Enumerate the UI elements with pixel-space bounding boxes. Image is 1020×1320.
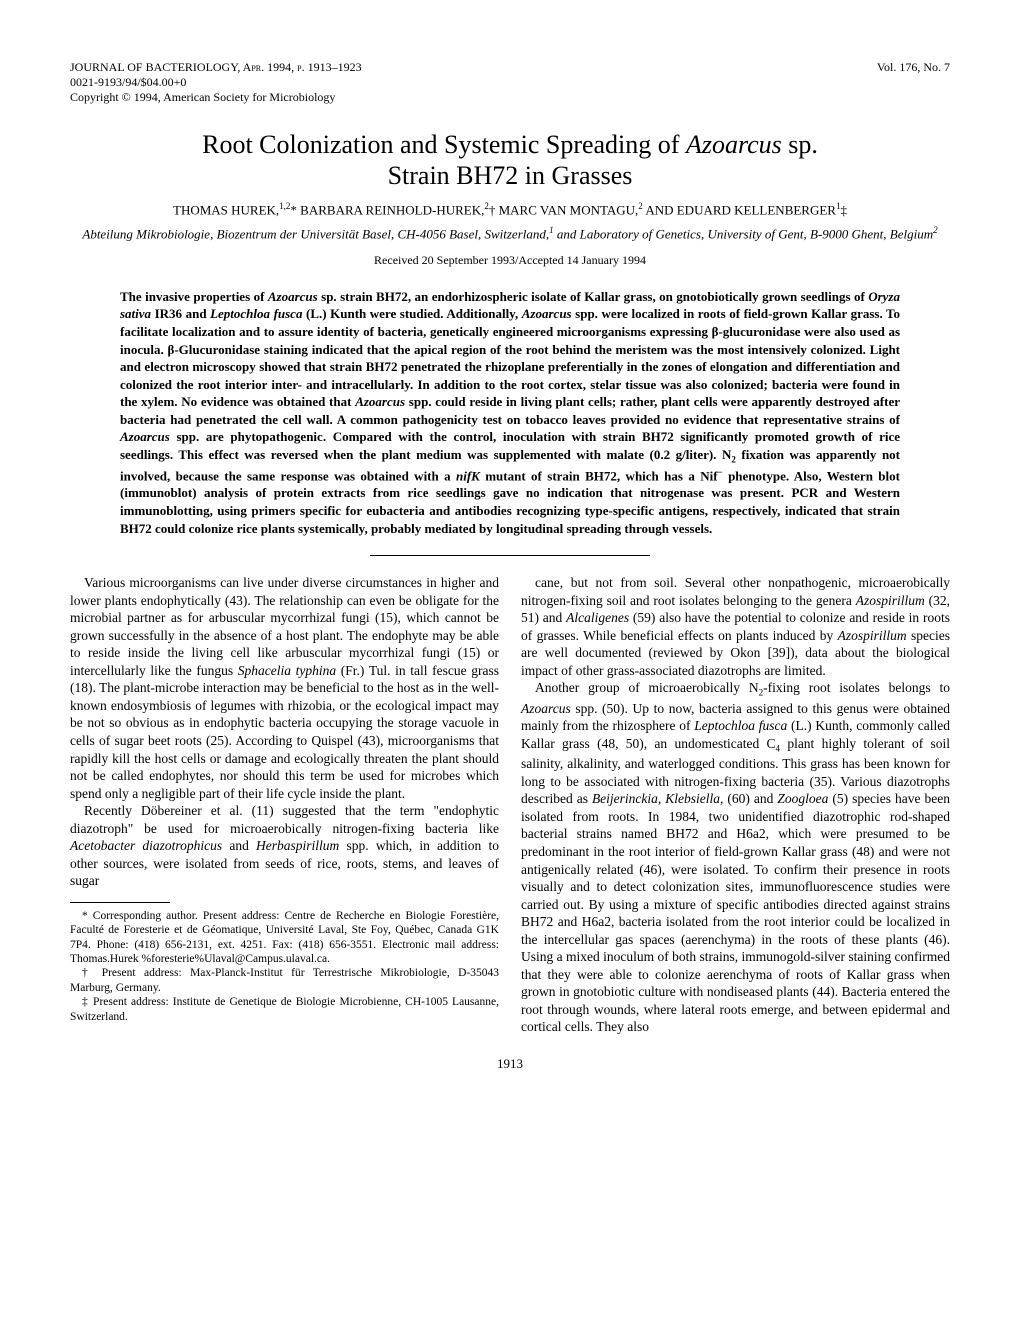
header-left: JOURNAL OF BACTERIOLOGY, Apr. 1994, p. 1… [70, 60, 362, 105]
affiliations: Abteilung Mikrobiologie, Biozentrum der … [70, 225, 950, 243]
article-title: Root Colonization and Systemic Spreading… [70, 129, 950, 191]
page-number: 1913 [70, 1056, 950, 1072]
footnotes: * Corresponding author. Present address:… [70, 909, 499, 1024]
body-text: Various microorganisms can live under di… [70, 574, 950, 1036]
body-paragraph: Another group of microaerobically N2-fix… [521, 679, 950, 1036]
issn-line: 0021-9193/94/$04.00+0 [70, 75, 362, 90]
footnote-corresponding: * Corresponding author. Present address:… [70, 909, 499, 967]
body-paragraph: Various microorganisms can live under di… [70, 574, 499, 802]
footnote-divider [70, 902, 170, 903]
abstract-divider [370, 555, 650, 556]
footnote-present-address-1: † Present address: Max-Planck-Institut f… [70, 966, 499, 995]
abstract: The invasive properties of Azoarcus sp. … [120, 288, 900, 537]
footnote-present-address-2: ‡ Present address: Institute de Genetiqu… [70, 995, 499, 1024]
volume-issue: Vol. 176, No. 7 [877, 60, 950, 105]
authors: THOMAS HUREK,1,2* BARBARA REINHOLD-HUREK… [70, 201, 950, 218]
received-date: Received 20 September 1993/Accepted 14 J… [70, 253, 950, 268]
journal-line: JOURNAL OF BACTERIOLOGY, Apr. 1994, p. 1… [70, 60, 362, 75]
body-paragraph: cane, but not from soil. Several other n… [521, 574, 950, 679]
body-paragraph: Recently Döbereiner et al. (11) suggeste… [70, 802, 499, 890]
journal-header: JOURNAL OF BACTERIOLOGY, Apr. 1994, p. 1… [70, 60, 950, 105]
copyright-line: Copyright © 1994, American Society for M… [70, 90, 362, 105]
